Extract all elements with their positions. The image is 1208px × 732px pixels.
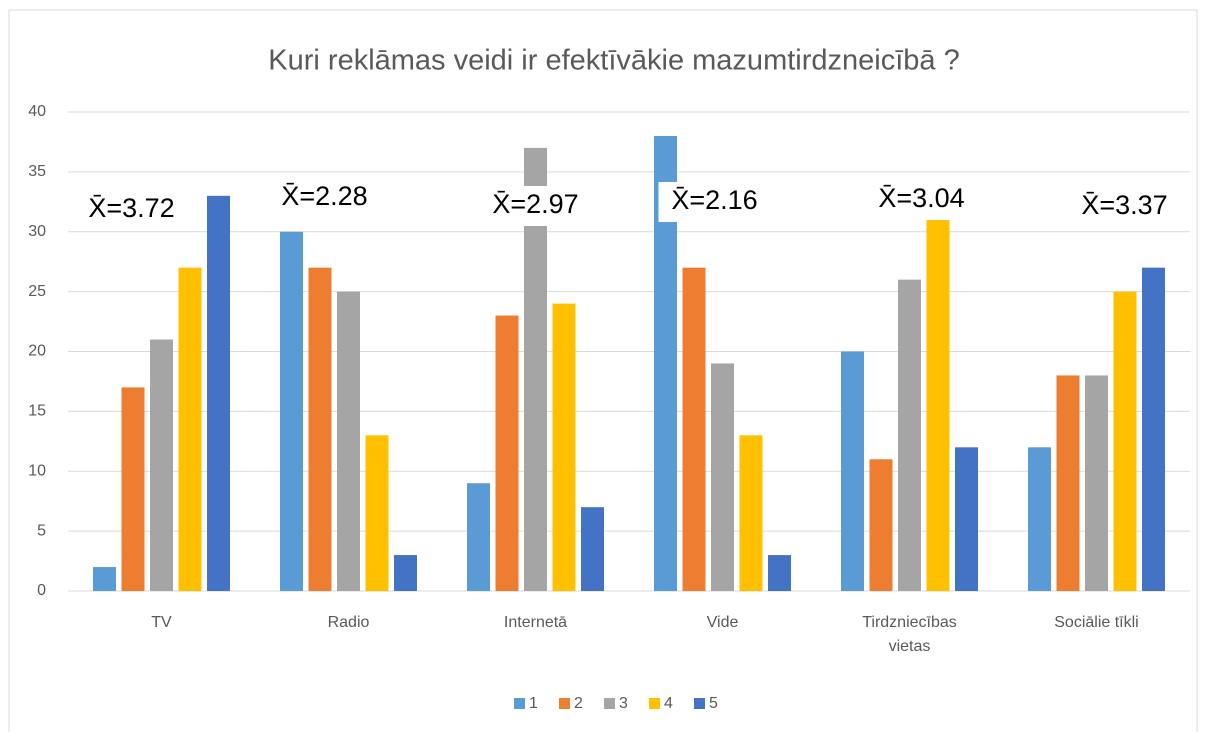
x-tick-label: Tirdzniecības vietas — [862, 614, 957, 655]
bar — [898, 279, 921, 591]
annotation-bg — [268, 178, 381, 218]
bar — [768, 555, 791, 591]
bar — [308, 267, 332, 591]
legend-swatch — [559, 698, 570, 709]
bar — [926, 219, 950, 591]
bar — [121, 387, 145, 591]
bar — [1142, 267, 1165, 591]
legend-swatch — [649, 698, 660, 709]
y-tick-label: 40 — [28, 103, 46, 120]
legend-swatch — [694, 698, 705, 709]
bar — [178, 267, 202, 591]
annotation: X̄=3.04 — [878, 183, 964, 213]
legend-swatch — [604, 698, 615, 709]
y-tick-label: 10 — [28, 462, 46, 479]
annotation-bg — [479, 186, 592, 226]
y-tick-label: 25 — [28, 283, 46, 300]
bar — [739, 435, 763, 591]
bar — [682, 267, 706, 591]
chart-title: Kuri reklāmas veidi ir efektīvākie mazum… — [268, 45, 959, 77]
bar — [552, 303, 576, 591]
bar — [467, 483, 490, 591]
annotation: X̄=3.72 — [88, 193, 174, 223]
y-tick-label: 0 — [37, 582, 46, 599]
annotation-bg — [75, 190, 188, 230]
bar — [841, 351, 864, 591]
x-tick-label: Internetā — [504, 614, 567, 631]
annotation-bg — [1068, 187, 1181, 227]
annotation-bg — [865, 180, 978, 220]
annotation: X̄=2.16 — [671, 185, 757, 215]
bar — [1056, 375, 1080, 591]
bar — [150, 339, 173, 591]
bar — [955, 447, 978, 591]
bar — [711, 363, 734, 591]
bar — [495, 315, 519, 591]
legend-label: 2 — [574, 695, 583, 712]
bar — [337, 291, 360, 591]
bar — [654, 135, 677, 591]
legend-label: 5 — [709, 695, 718, 712]
bar — [93, 567, 116, 591]
y-tick-label: 5 — [37, 522, 46, 539]
x-tick-label: TV — [151, 614, 172, 631]
annotation: X̄=2.97 — [492, 189, 578, 219]
bar — [365, 435, 389, 591]
bar — [394, 555, 417, 591]
bar — [1085, 375, 1108, 591]
legend-swatch — [514, 698, 525, 709]
legend-label: 4 — [664, 695, 673, 712]
legend-label: 1 — [529, 695, 538, 712]
bar — [1113, 291, 1137, 591]
x-tick-label: Sociālie tīkli — [1054, 614, 1138, 631]
legend-label: 3 — [619, 695, 628, 712]
y-tick-label: 30 — [28, 223, 46, 240]
annotation-bg — [658, 182, 771, 222]
x-tick-label: Vide — [707, 614, 739, 631]
bar — [280, 231, 303, 591]
x-tick-label: Radio — [328, 614, 370, 631]
annotation: X̄=2.28 — [281, 181, 367, 211]
bar — [1028, 447, 1051, 591]
y-tick-label: 20 — [28, 343, 46, 360]
y-tick-label: 15 — [28, 403, 46, 420]
bar — [207, 195, 230, 591]
annotation: X̄=3.37 — [1081, 190, 1167, 220]
bar — [869, 459, 893, 591]
y-tick-label: 35 — [28, 163, 46, 180]
bar — [581, 507, 604, 591]
bar — [524, 147, 547, 592]
